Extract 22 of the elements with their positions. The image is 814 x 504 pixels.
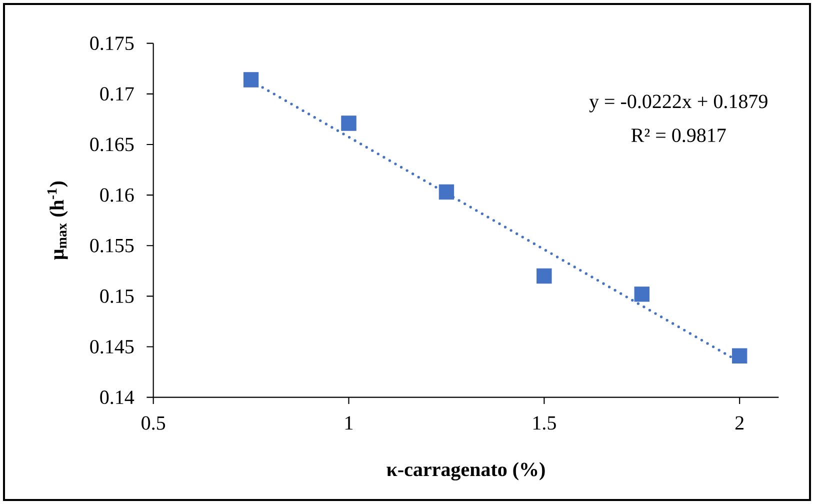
x-axis-title: κ-carragenato (%): [386, 462, 545, 480]
y-tick-label: 0.16: [100, 188, 134, 202]
point: [634, 286, 650, 302]
y-axis-title: μ$_{max}$ (h$^{-1}$): [47, 182, 68, 260]
point: [243, 72, 259, 88]
point: [732, 348, 748, 364]
x-tick-label: 1: [346, 416, 353, 430]
y-tick-label: 0.14: [100, 390, 134, 404]
point: [536, 268, 552, 284]
annotation: R² = 0.9817: [631, 128, 726, 142]
x-tick-label: 0.5: [142, 416, 166, 430]
y-tick-label: 0.175: [90, 36, 134, 50]
annotation: y = -0.0222x + 0.1879: [589, 94, 768, 112]
point: [341, 116, 356, 131]
y-tick-label: 0.15: [100, 289, 134, 303]
y-tick-label: 0.165: [90, 138, 134, 152]
x-tick-label: 2: [735, 416, 744, 430]
point: [438, 184, 454, 200]
y-tick-label: 0.155: [90, 238, 134, 252]
y-tick-label: 0.145: [90, 340, 134, 354]
x-tick-label: 1.5: [533, 416, 556, 430]
y-tick-label: 0.17: [100, 87, 134, 101]
